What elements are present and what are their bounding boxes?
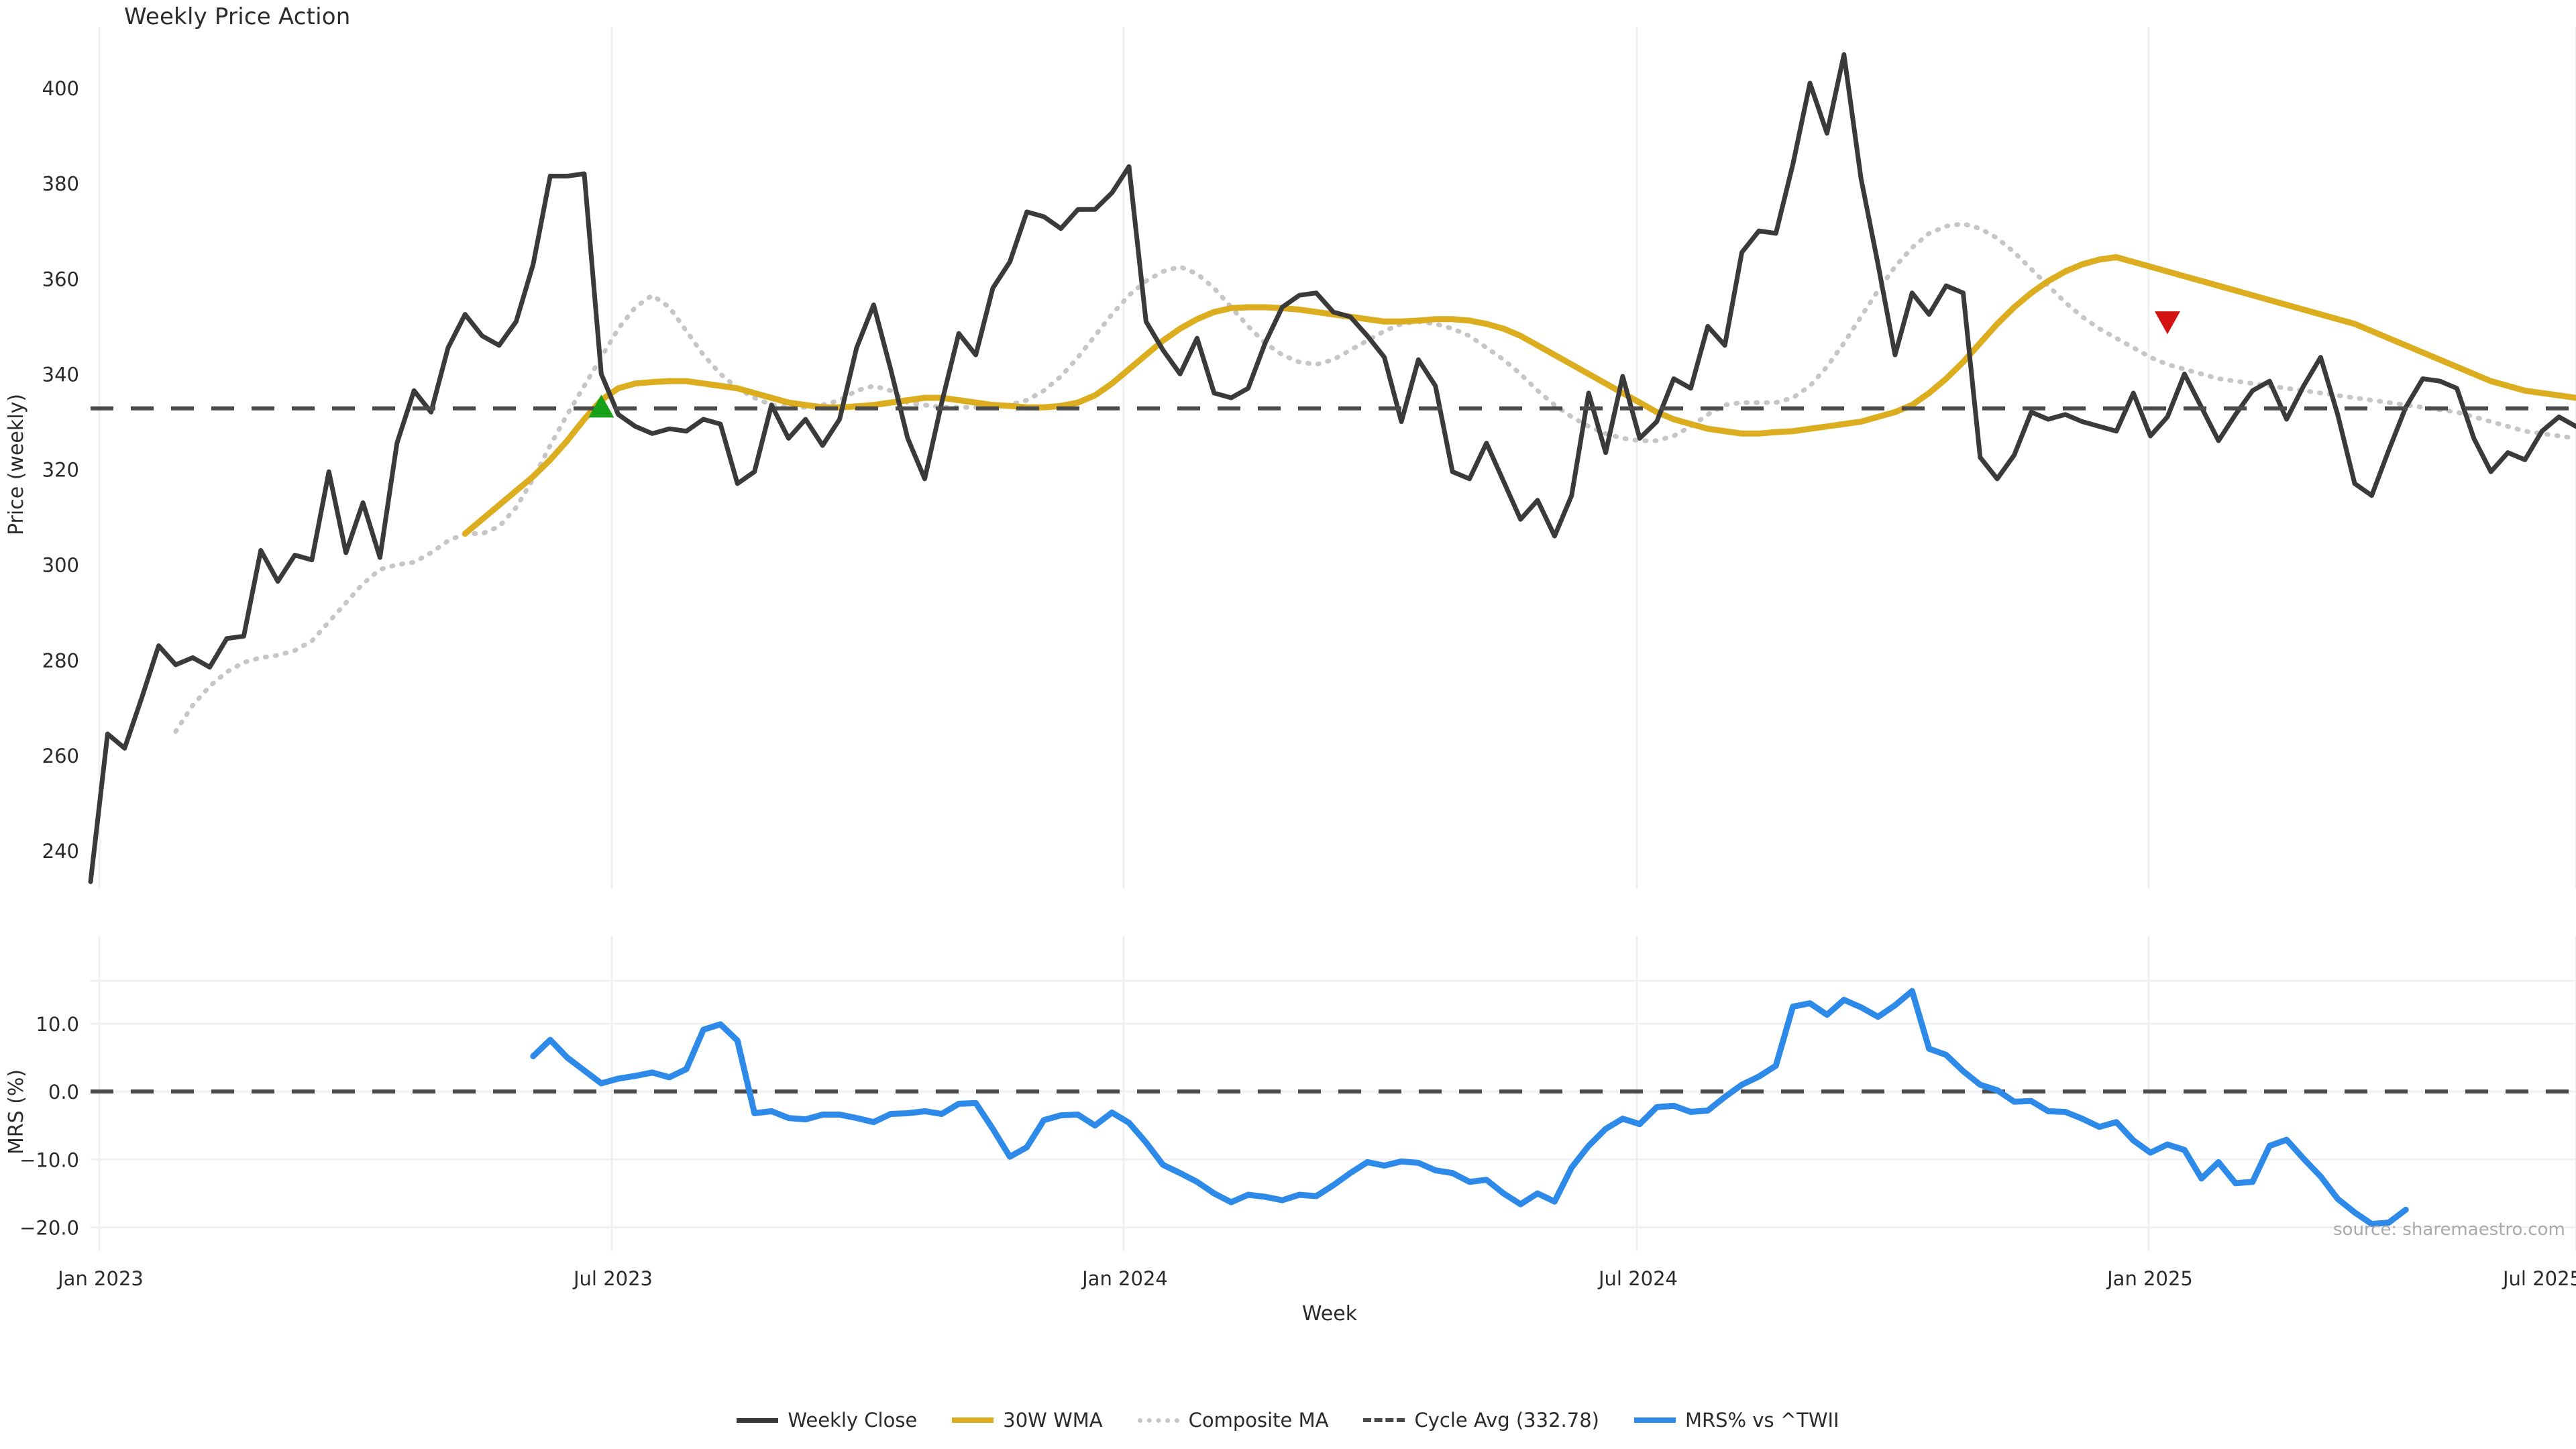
legend-swatch-weekly-close xyxy=(737,1417,779,1423)
legend-swatch-composite-ma xyxy=(1137,1417,1179,1423)
x-tick-label: Jul 2025 xyxy=(2502,1267,2576,1290)
sell-signal-marker[interactable] xyxy=(2154,311,2180,335)
tick-labels: Jan 2023 Jul 2023 Jan 2024 Jul 2024 Jan 2025… xyxy=(19,77,2576,1290)
axis-titles: Price (weekly) MRS (%) Week xyxy=(5,394,1358,1326)
x-tick-label: Jan 2024 xyxy=(1081,1267,1168,1290)
y-tick-label-price: 240 xyxy=(42,840,79,863)
legend-label: 30W WMA xyxy=(1003,1409,1103,1432)
y-tick-label-price: 280 xyxy=(42,649,79,672)
y-tick-label-price: 340 xyxy=(42,363,79,386)
price-series-layer xyxy=(88,52,2576,884)
series-composite-ma xyxy=(173,221,2576,734)
series-30w-wma xyxy=(462,254,2576,537)
y-axis-label-price: Price (weekly) xyxy=(5,394,28,535)
legend-swatch-mrs xyxy=(1633,1417,1676,1423)
y-tick-label-mrs: 10.0 xyxy=(36,1013,79,1036)
y-tick-label-price: 400 xyxy=(42,77,79,100)
legend-item[interactable]: Cycle Avg (332.78) xyxy=(1363,1409,1599,1432)
legend-swatch-30w-wma xyxy=(952,1417,994,1423)
gridlines xyxy=(91,27,2576,1251)
y-tick-label-price: 300 xyxy=(42,554,79,577)
chart-legend: Weekly Close 30W WMA Composite MA Cycle … xyxy=(0,1409,2576,1432)
y-tick-label-price: 360 xyxy=(42,268,79,290)
legend-item[interactable]: 30W WMA xyxy=(952,1409,1103,1432)
legend-label: Composite MA xyxy=(1188,1409,1329,1432)
legend-label: Cycle Avg (332.78) xyxy=(1414,1409,1599,1432)
y-tick-label-mrs: −20.0 xyxy=(19,1217,79,1240)
x-tick-label: Jan 2023 xyxy=(56,1267,144,1290)
legend-swatch-cycle-avg xyxy=(1363,1418,1405,1422)
y-tick-label-price: 380 xyxy=(42,172,79,195)
y-tick-label-price: 320 xyxy=(42,459,79,482)
signal-markers xyxy=(588,311,2180,418)
mrs-series-layer xyxy=(91,987,2576,1228)
source-watermark: source: sharemaestro.com xyxy=(2333,1220,2565,1240)
page-title: Weekly Price Action xyxy=(124,3,351,30)
x-tick-label: Jul 2023 xyxy=(572,1267,653,1290)
y-tick-label-price: 260 xyxy=(42,745,79,767)
y-tick-label-mrs: −10.0 xyxy=(19,1148,79,1171)
legend-item[interactable]: MRS% vs ^TWII xyxy=(1633,1409,1839,1432)
series-mrs xyxy=(530,987,2409,1228)
legend-item[interactable]: Composite MA xyxy=(1137,1409,1329,1432)
x-axis-label: Week xyxy=(1302,1302,1358,1326)
legend-item[interactable]: Weekly Close xyxy=(737,1409,917,1432)
legend-label: Weekly Close xyxy=(788,1409,918,1432)
x-tick-label: Jan 2025 xyxy=(2106,1267,2193,1290)
series-weekly-close xyxy=(88,52,2576,884)
buy-signal-marker[interactable] xyxy=(588,394,614,418)
x-tick-label: Jul 2024 xyxy=(1597,1267,1678,1290)
y-axis-label-mrs: MRS (%) xyxy=(5,1069,28,1155)
legend-label: MRS% vs ^TWII xyxy=(1684,1409,1839,1432)
y-tick-label-mrs: 0.0 xyxy=(48,1081,79,1104)
